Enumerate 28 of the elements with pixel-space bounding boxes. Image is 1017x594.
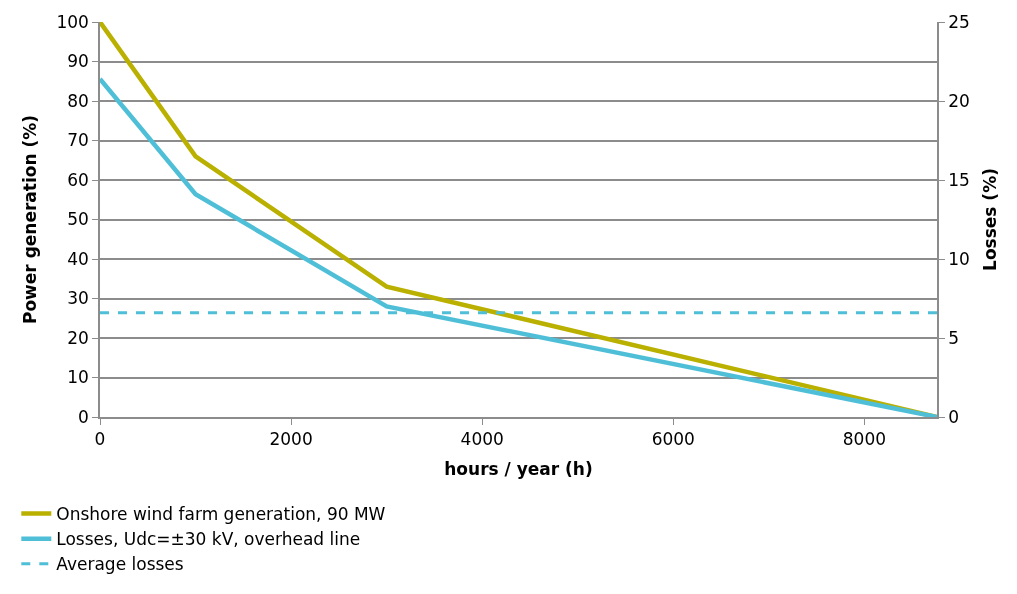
y2-axis-title: Losses (%): [979, 168, 1000, 271]
y-tick-label: 70: [67, 130, 89, 151]
y2-tick-label: 0: [948, 406, 959, 427]
y-tick-label: 0: [78, 406, 89, 427]
y-tick-label: 40: [67, 248, 89, 269]
y-tick-label: 20: [67, 327, 89, 348]
y2-tick-label: 25: [948, 11, 970, 32]
legend-label: Onshore wind farm generation, 90 MW: [56, 504, 386, 525]
x-tick-label: 8000: [842, 429, 887, 450]
y2-tick-label: 20: [948, 90, 970, 111]
x-tick-label: 6000: [651, 429, 695, 450]
y-tick-label: 30: [67, 288, 89, 309]
y2-tick-label: 5: [948, 327, 959, 348]
x-tick-label: 2000: [269, 429, 313, 450]
y-tick-label: 10: [67, 367, 89, 388]
y-tick-label: 50: [67, 209, 89, 230]
y2-tick-label: 10: [948, 248, 970, 269]
y-tick-label: 80: [67, 90, 89, 111]
legend-label: Losses, Udc=±30 kV, overhead line: [56, 529, 361, 550]
y-axis-title: Power generation (%): [20, 114, 41, 325]
legend-label: Average losses: [56, 554, 184, 575]
y-tick-label: 60: [67, 169, 89, 190]
y2-tick-label: 15: [948, 169, 970, 190]
y-tick-label: 100: [56, 11, 89, 32]
y-tick-label: 90: [67, 51, 89, 72]
x-tick-label: 0: [94, 429, 106, 450]
x-tick-label: 4000: [460, 429, 504, 450]
x-axis-title: hours / year (h): [444, 459, 593, 480]
